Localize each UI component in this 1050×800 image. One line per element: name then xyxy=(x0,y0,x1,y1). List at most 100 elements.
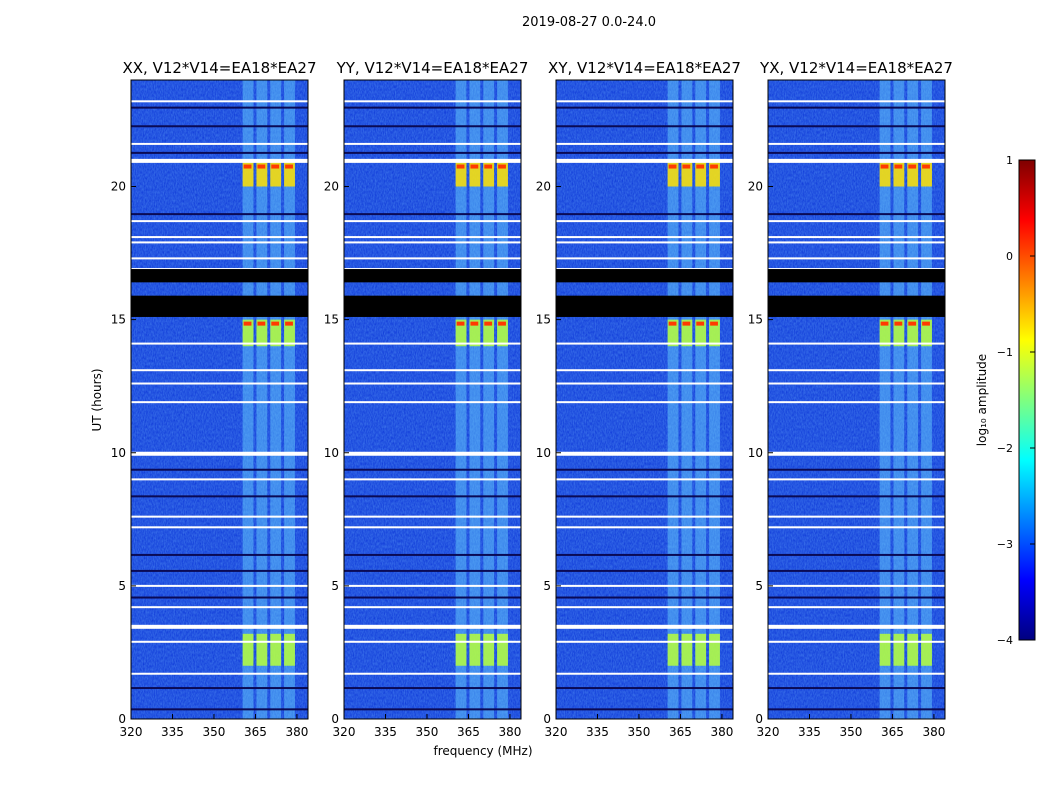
flag-line xyxy=(768,241,945,244)
rfi-bright-cell xyxy=(497,633,508,666)
rfi-bright-cell xyxy=(879,319,891,347)
rfi-bright-cell xyxy=(242,162,254,187)
y-tick-label: 5 xyxy=(118,579,126,593)
dark-line xyxy=(768,125,945,128)
rfi-hot-stripe xyxy=(894,321,903,326)
flag-line xyxy=(768,158,945,163)
rfi-hot-stripe xyxy=(271,321,280,326)
flagged-gap xyxy=(556,295,733,317)
flag-line xyxy=(131,241,308,244)
rfi-bright-cell xyxy=(256,162,268,187)
flag-line xyxy=(344,100,521,103)
panel-title: YY, V12*V14=EA18*EA27 xyxy=(336,59,529,77)
flag-line xyxy=(131,236,308,239)
x-tick-label: 335 xyxy=(798,725,821,739)
colorbar-tick-label: −1 xyxy=(997,346,1013,359)
rfi-hot-stripe xyxy=(498,164,506,169)
flagged-gap xyxy=(768,269,945,283)
x-tick-label: 380 xyxy=(285,725,308,739)
flag-line xyxy=(131,672,308,675)
x-tick-label: 320 xyxy=(120,725,143,739)
rfi-bright-cell xyxy=(907,162,919,187)
colorbar: log₁₀ amplitude 1 0 −1 −2 −3 −4 xyxy=(975,154,1036,647)
flag-line xyxy=(344,142,521,145)
flag-line xyxy=(768,515,945,518)
rfi-column xyxy=(497,80,508,719)
dark-line xyxy=(344,213,521,216)
flag-line xyxy=(768,220,945,223)
dark-line xyxy=(556,151,733,154)
dark-line xyxy=(556,213,733,216)
rfi-bright-cell xyxy=(483,633,495,666)
flagged-gap xyxy=(768,295,945,317)
flag-line xyxy=(344,158,521,163)
flag-line xyxy=(344,526,521,529)
dark-line xyxy=(556,569,733,572)
dark-line xyxy=(344,495,521,498)
flag-line xyxy=(768,526,945,529)
rfi-hot-stripe xyxy=(484,164,493,169)
flag-line xyxy=(344,478,521,481)
rfi-bright-cell xyxy=(667,319,679,347)
dark-line xyxy=(556,495,733,498)
dark-line xyxy=(768,687,945,690)
rfi-hot-stripe xyxy=(285,164,293,169)
dark-line xyxy=(556,106,733,109)
flag-line xyxy=(556,241,733,244)
colorbar-tick-label: −4 xyxy=(997,634,1013,647)
y-tick-label: 20 xyxy=(536,180,551,194)
dark-line xyxy=(344,596,521,599)
flag-line xyxy=(131,584,308,587)
rfi-bright-cell xyxy=(709,319,720,347)
dark-line xyxy=(768,106,945,109)
y-tick-label: 10 xyxy=(536,446,551,460)
rfi-bright-cell xyxy=(455,319,467,347)
flag-line xyxy=(131,451,308,456)
rfi-hot-stripe xyxy=(668,321,677,326)
flag-line xyxy=(768,451,945,456)
flag-line xyxy=(768,142,945,145)
dark-line xyxy=(131,596,308,599)
colorbar-tick-label: 0 xyxy=(1006,250,1013,263)
flag-line xyxy=(768,382,945,385)
flag-line xyxy=(131,624,308,629)
panel-title: XY, V12*V14=EA18*EA27 xyxy=(548,59,741,77)
flag-line xyxy=(768,624,945,629)
rfi-bright-cell xyxy=(256,633,268,666)
flag-line xyxy=(131,220,308,223)
dark-line xyxy=(131,468,308,471)
rfi-hot-stripe xyxy=(484,321,493,326)
rfi-column xyxy=(709,80,720,719)
dark-line xyxy=(131,151,308,154)
flag-line xyxy=(131,606,308,609)
flag-line xyxy=(768,478,945,481)
flag-line xyxy=(131,100,308,103)
y-tick-label: 0 xyxy=(755,712,763,726)
suptitle: 2019-08-27 0.0-24.0 xyxy=(522,15,656,30)
rfi-column xyxy=(907,80,919,719)
rfi-bright-cell xyxy=(695,162,707,187)
rfi-hot-stripe xyxy=(285,321,293,326)
x-tick-label: 380 xyxy=(498,725,521,739)
rfi-hot-stripe xyxy=(710,164,718,169)
rfi-hot-stripe xyxy=(880,164,889,169)
dark-line xyxy=(556,708,733,711)
flag-line xyxy=(131,158,308,163)
flagged-gap xyxy=(344,269,521,283)
rfi-bright-cell xyxy=(455,162,467,187)
x-tick-label: 350 xyxy=(203,725,226,739)
y-tick-label: 5 xyxy=(543,579,551,593)
y-tick-label: 10 xyxy=(324,446,339,460)
flag-line xyxy=(131,640,308,643)
x-tick-label: 380 xyxy=(710,725,733,739)
flag-line xyxy=(131,382,308,385)
rfi-bright-cell xyxy=(497,319,508,347)
panel-0: XX, V12*V14=EA18*EA27 320 335 350 365 380 0 5 10… xyxy=(111,59,317,739)
flag-line xyxy=(556,401,733,404)
rfi-bright-cell xyxy=(284,319,295,347)
dark-line xyxy=(556,687,733,690)
rfi-hot-stripe xyxy=(456,321,465,326)
panel-3: YX, V12*V14=EA18*EA27 320 335 350 365 380 0 5 10… xyxy=(748,59,953,739)
rfi-bright-cell xyxy=(270,319,282,347)
